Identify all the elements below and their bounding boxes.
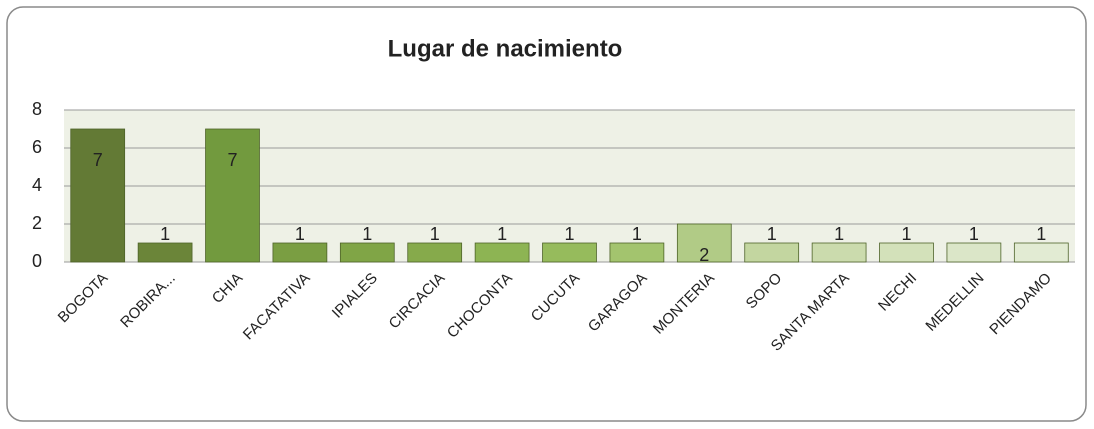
bar [474, 242, 530, 263]
data-label: 1 [1036, 224, 1046, 244]
data-label: 1 [497, 224, 507, 244]
data-label: 1 [430, 224, 440, 244]
y-tick-label: 8 [32, 99, 42, 119]
bar [205, 128, 260, 263]
bar [70, 128, 126, 263]
data-label: 1 [834, 224, 844, 244]
bar [879, 242, 934, 263]
bar [676, 223, 732, 263]
bar [407, 242, 463, 263]
data-label: 1 [969, 224, 979, 244]
bar [609, 242, 665, 263]
bar [744, 242, 800, 263]
bar [811, 242, 867, 263]
y-tick-label: 0 [32, 251, 42, 271]
bar [1013, 242, 1069, 263]
bar [137, 242, 193, 263]
bar [542, 242, 597, 263]
data-label: 2 [699, 245, 709, 265]
data-label: 1 [362, 224, 372, 244]
chart-title: Lugar de nacimiento [388, 35, 623, 62]
y-tick-label: 6 [32, 137, 42, 157]
data-label: 7 [227, 150, 237, 170]
data-label: 7 [93, 150, 103, 170]
data-label: 1 [564, 224, 574, 244]
data-label: 1 [295, 224, 305, 244]
y-tick-label: 2 [32, 213, 42, 233]
y-tick-label: 4 [32, 175, 42, 195]
data-label: 1 [767, 224, 777, 244]
data-label: 1 [160, 224, 170, 244]
bar [339, 242, 395, 263]
bar [272, 242, 328, 263]
data-label: 1 [901, 224, 911, 244]
bar [946, 242, 1002, 263]
data-label: 1 [632, 224, 642, 244]
